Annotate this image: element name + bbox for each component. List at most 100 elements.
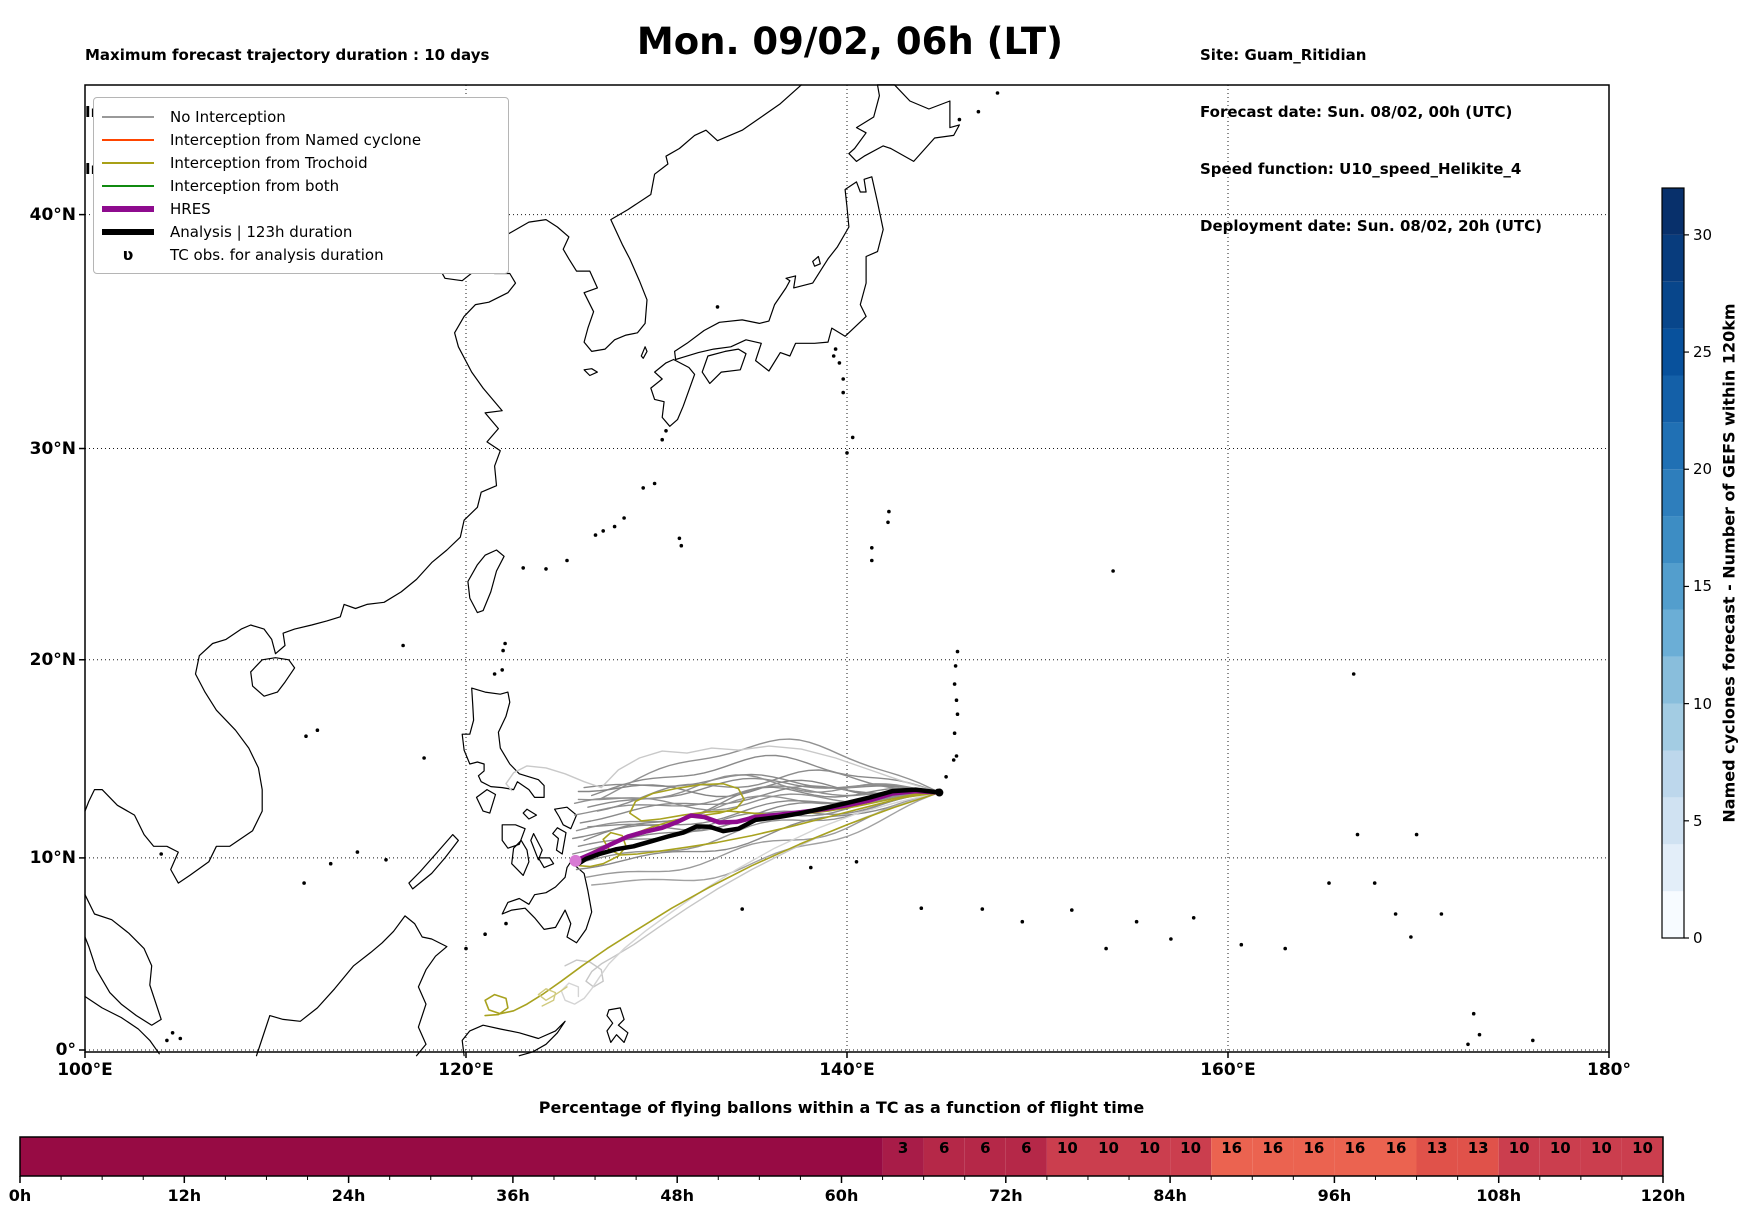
segment-value-10: 16 <box>1262 1139 1284 1157</box>
legend-item-3: Interception from both <box>102 174 500 197</box>
island-dot <box>679 543 684 548</box>
segment-value-7: 10 <box>1139 1139 1161 1157</box>
track-start-marker <box>935 788 944 797</box>
island-dot <box>1169 937 1173 941</box>
flight-time-segment <box>1457 1137 1499 1176</box>
colorbar-segment <box>1662 703 1684 751</box>
segment-value-19: 10 <box>1632 1139 1653 1157</box>
island-dot <box>837 361 842 365</box>
coastline-bohol <box>537 857 555 869</box>
island-dot <box>1111 569 1115 573</box>
island-dot <box>1239 942 1244 947</box>
colorbar-segment <box>1662 328 1684 376</box>
flight-time-segment <box>1088 1137 1130 1176</box>
flight-time-segment <box>1539 1137 1581 1176</box>
y-tick-label-30°N: 30°N <box>29 438 76 459</box>
colorbar-axis-label: Named cyclones forecast - Number of GEFS… <box>1719 303 1739 823</box>
island-dot <box>328 861 333 866</box>
gefs-member-track-2 <box>598 738 941 801</box>
island-dot <box>1020 919 1025 924</box>
legend-line-sample <box>102 205 154 212</box>
legend-item-label: TC obs. for analysis duration <box>170 245 384 264</box>
y-tick-label-0°: 0° <box>55 1040 76 1060</box>
island-dot <box>740 907 744 911</box>
island-dot <box>1531 1038 1535 1043</box>
coastline-borneo <box>255 915 448 1057</box>
page-title: Mon. 09/02, 06h (LT) <box>636 20 1064 63</box>
legend-item-2: Interception from Trochoid <box>102 151 500 174</box>
colorbar-segment <box>1662 516 1684 563</box>
island-dot <box>1327 881 1331 885</box>
time-tick-label-96h: 96h <box>1317 1186 1352 1205</box>
flight-time-segment <box>1621 1137 1663 1176</box>
legend-line-sample <box>102 161 154 164</box>
island-dot <box>715 305 720 309</box>
island-dot <box>601 529 605 533</box>
island-dot <box>887 509 891 514</box>
island-dot <box>664 429 668 433</box>
bottom-bar-title: Percentage of flying ballons within a TC… <box>538 1098 1145 1117</box>
gefs-member-track-19 <box>573 774 941 804</box>
x-tick-label-100°E: 100°E <box>57 1060 113 1080</box>
segment-value-2: 6 <box>938 1139 950 1157</box>
time-tick-label-108h: 108h <box>1476 1186 1522 1205</box>
island-dot <box>1414 832 1419 837</box>
coastline-sado <box>812 255 821 267</box>
legend-item-label: Interception from both <box>170 176 340 195</box>
colorbar-tick-label-5: 5 <box>1693 811 1703 830</box>
island-dot <box>178 1036 183 1041</box>
segment-value-11: 16 <box>1303 1139 1325 1157</box>
legend-item-6: ʋ TC obs. for analysis duration <box>102 243 500 266</box>
gefs-member-track-16 <box>583 786 941 842</box>
gefs-member-track-14 <box>591 791 941 886</box>
island-dot <box>952 682 957 686</box>
colorbar-segment <box>1662 563 1684 610</box>
island-dot <box>159 852 163 856</box>
pale-member-track-2 <box>560 791 941 1005</box>
island-dot <box>401 643 405 648</box>
island-dot <box>954 698 959 702</box>
segment-value-12: 16 <box>1344 1139 1366 1157</box>
max-duration-text: Maximum forecast trajectory duration : 1… <box>85 46 490 64</box>
coastline-sulawesi <box>461 1020 566 1057</box>
island-dot <box>1070 908 1074 912</box>
island-dot <box>955 649 960 654</box>
legend-item-4: HRES <box>102 197 500 220</box>
island-dot <box>1439 912 1444 916</box>
flight-time-segment <box>1129 1137 1171 1176</box>
x-tick-label-160°E: 160°E <box>1200 1060 1256 1080</box>
flight-time-segment <box>20 1137 883 1176</box>
coastline-sumatra <box>84 995 160 1055</box>
legend-item-label: HRES <box>170 199 211 218</box>
legend-item-label: No Interception <box>170 107 286 126</box>
legend-item-1: Interception from Named cyclone <box>102 128 500 151</box>
flight-time-segment <box>1498 1137 1540 1176</box>
island-dot <box>565 558 569 563</box>
coastline-asia_mainland <box>84 84 802 884</box>
legend-item-5: Analysis | 123h duration <box>102 220 500 243</box>
island-dot <box>1471 1011 1476 1016</box>
flight-time-segment <box>882 1137 924 1176</box>
flight-time-segment <box>1211 1137 1253 1176</box>
time-tick-label-72h: 72h <box>988 1186 1023 1205</box>
island-dot <box>304 734 308 738</box>
time-tick-label-24h: 24h <box>331 1186 366 1205</box>
island-dot <box>501 648 505 653</box>
time-tick-label-48h: 48h <box>660 1186 695 1205</box>
flight-time-segment <box>1416 1137 1458 1176</box>
flight-time-segment <box>1170 1137 1212 1176</box>
island-dot <box>504 921 508 926</box>
gefs-member-track-1 <box>591 754 941 797</box>
island-dot <box>641 486 645 490</box>
island-dot <box>1191 916 1196 920</box>
flight-time-segment <box>1252 1137 1294 1176</box>
trochoid-pale-loop <box>537 986 568 1007</box>
legend-line-sample <box>102 184 154 187</box>
flight-time-segment <box>1375 1137 1417 1176</box>
island-dot <box>500 668 505 672</box>
coastline-malay_peninsula <box>84 894 162 1026</box>
legend-line-sample <box>102 228 154 235</box>
colorbar-segment <box>1662 281 1684 329</box>
island-dot <box>384 858 388 862</box>
